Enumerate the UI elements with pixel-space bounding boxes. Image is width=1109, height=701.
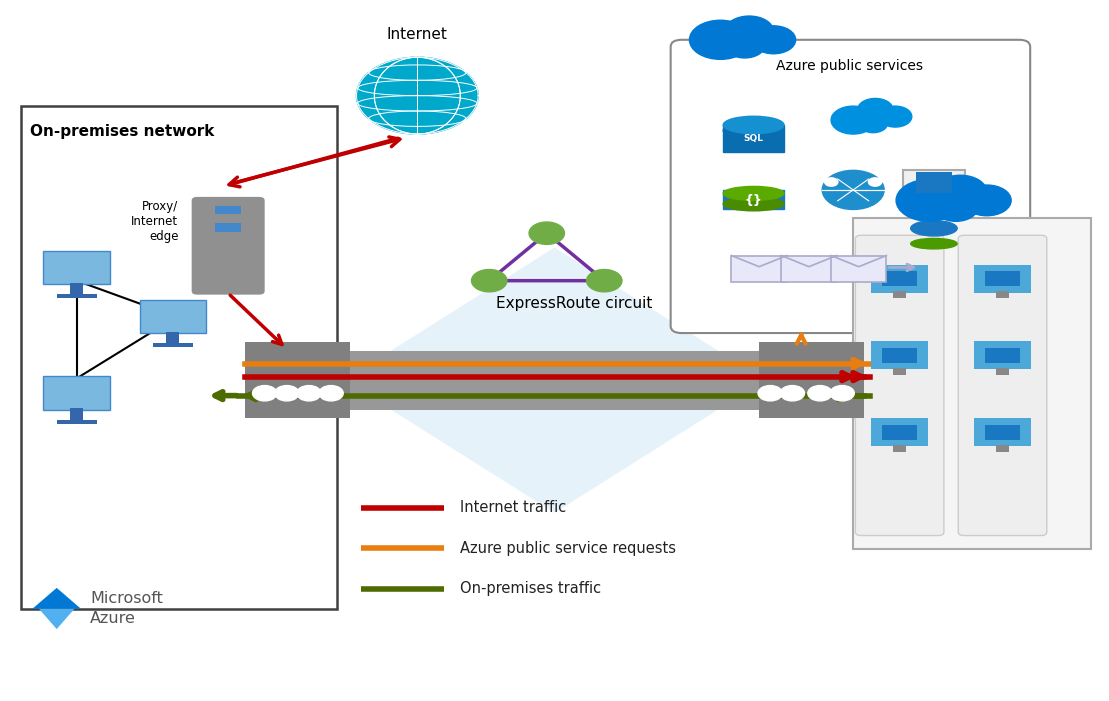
Circle shape <box>868 178 882 186</box>
Circle shape <box>725 33 765 58</box>
Circle shape <box>319 386 343 401</box>
Circle shape <box>356 57 478 134</box>
Text: Azure public service requests: Azure public service requests <box>460 540 676 556</box>
Text: Internet traffic: Internet traffic <box>460 500 567 515</box>
Circle shape <box>471 269 507 292</box>
Bar <box>974 418 1031 446</box>
Circle shape <box>275 386 299 401</box>
Ellipse shape <box>910 221 957 236</box>
Bar <box>882 425 917 440</box>
Bar <box>871 341 928 369</box>
Bar <box>985 348 1020 363</box>
Bar <box>732 256 786 282</box>
Bar <box>974 341 1031 369</box>
Bar <box>985 271 1020 286</box>
Bar <box>153 343 193 347</box>
Text: {}: {} <box>744 194 763 207</box>
Circle shape <box>934 193 978 222</box>
Bar <box>893 368 906 375</box>
Circle shape <box>780 386 804 401</box>
Bar <box>166 332 180 344</box>
Circle shape <box>253 386 277 401</box>
Circle shape <box>752 26 795 54</box>
Text: Internet: Internet <box>387 27 448 42</box>
Bar <box>871 264 928 292</box>
Circle shape <box>725 16 774 47</box>
Bar <box>974 264 1031 292</box>
Ellipse shape <box>723 122 784 139</box>
Bar <box>882 348 917 363</box>
Bar <box>996 291 1009 298</box>
Text: On-premises traffic: On-premises traffic <box>460 581 601 596</box>
Bar <box>723 125 784 151</box>
Circle shape <box>934 175 987 209</box>
Bar <box>903 170 965 209</box>
Polygon shape <box>32 588 81 609</box>
Circle shape <box>822 170 884 210</box>
Circle shape <box>963 185 1011 216</box>
Ellipse shape <box>723 197 784 211</box>
Bar <box>245 342 349 418</box>
Bar <box>43 376 110 410</box>
Text: On-premises network: On-premises network <box>30 123 214 139</box>
Circle shape <box>878 106 912 127</box>
Circle shape <box>690 20 752 60</box>
Bar <box>893 444 906 451</box>
Text: SQL: SQL <box>744 134 764 143</box>
Polygon shape <box>344 247 765 513</box>
Bar <box>781 256 836 282</box>
Text: Azure public services: Azure public services <box>775 60 923 74</box>
Ellipse shape <box>723 116 784 134</box>
FancyBboxPatch shape <box>671 40 1030 333</box>
Text: Proxy/
Internet
edge: Proxy/ Internet edge <box>131 200 179 243</box>
Ellipse shape <box>723 186 784 200</box>
FancyBboxPatch shape <box>855 236 944 536</box>
Bar <box>985 425 1020 440</box>
Circle shape <box>830 386 854 401</box>
Bar <box>215 224 242 232</box>
Circle shape <box>896 179 963 222</box>
Bar <box>916 172 952 193</box>
Bar <box>996 444 1009 451</box>
Circle shape <box>529 222 564 245</box>
Bar <box>140 299 206 333</box>
Circle shape <box>587 269 622 292</box>
Circle shape <box>807 386 832 401</box>
Ellipse shape <box>910 238 957 249</box>
Bar <box>996 368 1009 375</box>
Text: ExpressRoute circuit: ExpressRoute circuit <box>496 296 652 311</box>
Bar <box>57 420 96 424</box>
Bar <box>70 409 83 421</box>
Circle shape <box>857 98 893 121</box>
Bar <box>215 206 242 215</box>
Bar <box>853 218 1091 550</box>
Bar <box>43 251 110 284</box>
Circle shape <box>858 114 887 132</box>
Text: Microsoft
Azure: Microsoft Azure <box>90 591 163 625</box>
Circle shape <box>831 106 875 134</box>
Bar <box>831 256 886 282</box>
Bar <box>871 418 928 446</box>
Polygon shape <box>39 609 74 629</box>
Bar <box>882 271 917 286</box>
Bar <box>723 190 784 210</box>
Circle shape <box>297 386 322 401</box>
FancyBboxPatch shape <box>192 197 265 294</box>
Circle shape <box>759 386 782 401</box>
FancyBboxPatch shape <box>958 236 1047 536</box>
Bar <box>893 291 906 298</box>
Bar <box>760 342 864 418</box>
Bar <box>21 106 336 609</box>
Bar <box>70 283 83 295</box>
Bar <box>349 350 760 410</box>
Circle shape <box>825 178 838 186</box>
Bar <box>57 294 96 298</box>
Ellipse shape <box>910 207 957 218</box>
